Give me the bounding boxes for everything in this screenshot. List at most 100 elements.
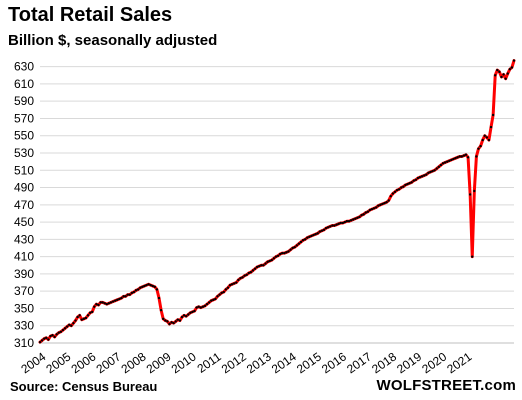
- data-point: [479, 144, 482, 148]
- data-point: [329, 225, 332, 228]
- data-point: [59, 330, 63, 333]
- data-point: [245, 273, 248, 276]
- data-point: [377, 204, 380, 207]
- data-point: [385, 201, 388, 204]
- data-point: [86, 314, 90, 317]
- data-point: [485, 136, 489, 139]
- data-point: [431, 169, 434, 173]
- data-point: [293, 245, 296, 249]
- data-point: [49, 334, 52, 338]
- data-point: [243, 274, 246, 277]
- y-tick-label: 350: [14, 301, 34, 315]
- data-point: [159, 308, 163, 312]
- data-point: [429, 170, 432, 174]
- data-point: [176, 318, 180, 321]
- data-point: [237, 278, 240, 282]
- data-point: [147, 283, 150, 286]
- data-point: [45, 336, 48, 340]
- data-point: [63, 327, 67, 330]
- x-axis-ticks: 2004200520062007200820092010201120122013…: [18, 349, 474, 376]
- data-point: [439, 163, 443, 167]
- data-point: [414, 178, 418, 181]
- data-point: [283, 251, 286, 255]
- data-point: [118, 297, 121, 301]
- y-tick-label: 470: [14, 198, 34, 212]
- data-point: [356, 216, 359, 219]
- data-point: [464, 153, 468, 156]
- data-point: [189, 311, 192, 314]
- data-point: [487, 138, 491, 142]
- series-layer: [38, 59, 516, 344]
- data-point: [232, 282, 236, 285]
- data-point: [410, 181, 413, 184]
- data-point: [494, 74, 497, 77]
- data-point: [406, 182, 409, 186]
- data-point: [458, 155, 461, 158]
- series-line: [38, 59, 516, 344]
- data-point: [508, 68, 512, 71]
- data-point: [172, 321, 175, 325]
- y-tick-label: 330: [14, 319, 34, 333]
- x-tick-label: 2005: [43, 349, 73, 376]
- x-tick-label: 2017: [344, 349, 374, 376]
- data-point: [103, 302, 106, 305]
- data-point: [78, 314, 81, 317]
- data-point: [226, 286, 230, 289]
- x-tick-label: 2015: [294, 349, 324, 376]
- data-point: [155, 288, 159, 291]
- data-point: [203, 304, 207, 308]
- data-point: [105, 302, 109, 306]
- data-point: [42, 337, 46, 340]
- data-point: [266, 260, 269, 264]
- data-point: [149, 283, 152, 287]
- data-point: [228, 283, 232, 287]
- data-point: [416, 176, 420, 180]
- data-point: [500, 75, 503, 79]
- data-point: [247, 271, 251, 275]
- data-point: [333, 224, 336, 227]
- y-tick-label: 530: [14, 146, 34, 160]
- data-point: [268, 259, 271, 263]
- data-point: [255, 265, 259, 269]
- data-point: [352, 218, 355, 221]
- data-point: [40, 339, 44, 342]
- data-point: [349, 219, 353, 222]
- data-point: [456, 156, 459, 159]
- data-point: [443, 161, 447, 164]
- y-axis-ticks: 310 330 350 370 390 410 430 450 470 490 510 530 550 5…: [14, 60, 34, 350]
- y-tick-label: 550: [14, 129, 34, 143]
- data-point: [491, 113, 495, 117]
- y-tick-label: 570: [14, 111, 34, 125]
- data-point: [222, 290, 225, 294]
- x-tick-label: 2014: [269, 349, 299, 376]
- y-tick-label: 490: [14, 181, 34, 195]
- data-point: [166, 320, 169, 323]
- data-point: [272, 257, 276, 260]
- data-point: [498, 70, 501, 74]
- data-point: [397, 188, 401, 191]
- data-point: [510, 66, 514, 69]
- data-point: [441, 162, 445, 165]
- data-point: [460, 155, 463, 158]
- data-point: [387, 199, 390, 202]
- y-tick-label: 410: [14, 250, 34, 264]
- y-tick-label: 370: [14, 284, 34, 298]
- data-point: [141, 285, 144, 289]
- data-point: [343, 220, 347, 224]
- data-point: [270, 258, 273, 262]
- data-point: [395, 188, 399, 192]
- data-point: [322, 228, 326, 232]
- x-tick-label: 2011: [195, 349, 224, 375]
- data-point: [210, 299, 213, 302]
- data-point: [116, 298, 119, 302]
- data-point: [310, 234, 313, 238]
- data-point: [389, 194, 392, 198]
- data-point: [445, 160, 449, 163]
- data-point: [84, 316, 88, 320]
- data-point: [276, 254, 280, 257]
- data-point: [126, 293, 129, 296]
- data-point: [184, 315, 188, 318]
- data-point: [241, 276, 244, 279]
- data-point: [374, 206, 378, 209]
- data-point: [180, 315, 184, 319]
